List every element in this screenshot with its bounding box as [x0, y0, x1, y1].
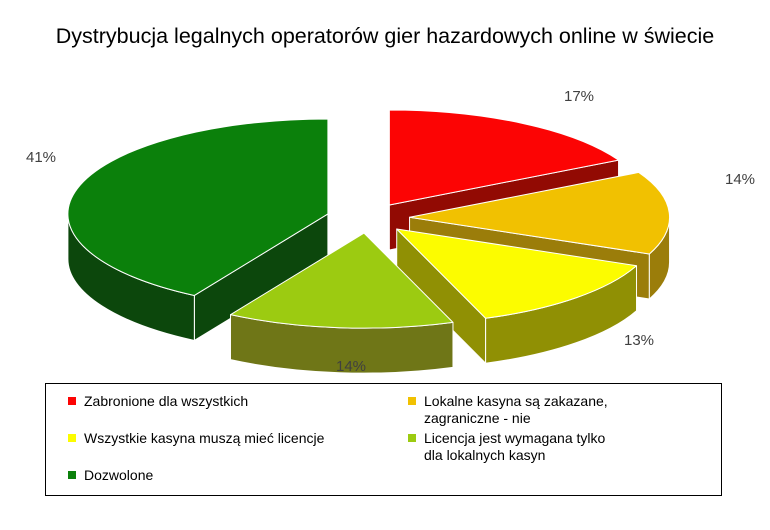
legend-item: Wszystkie kasyna muszą mieć licencje [68, 430, 408, 467]
legend-item-label: Dozwolone [84, 467, 154, 483]
legend-color-swatch [408, 434, 416, 442]
percent-label: 13% [624, 332, 654, 349]
percent-label: 14% [336, 358, 366, 375]
legend-color-swatch [68, 471, 76, 479]
legend-item-label: Wszystkie kasyna muszą mieć licencje [84, 430, 325, 446]
pie-slice-3 [229, 232, 454, 374]
legend-item: Dozwolone [68, 467, 408, 504]
legend-item: Lokalne kasyna są zakazane, zagraniczne … [408, 393, 721, 430]
percent-label: 41% [26, 149, 56, 166]
legend-item: Licencja jest wymagana tylko dla lokalny… [408, 430, 721, 467]
legend-item-label: Licencja jest wymagana tylko dla lokalny… [424, 430, 606, 463]
legend-item-label: Lokalne kasyna są zakazane, zagraniczne … [424, 393, 608, 426]
pie-slice-2 [396, 228, 638, 364]
pie-slice-4 [67, 118, 329, 341]
chart-legend: Zabronione dla wszystkich Lokalne kasyna… [45, 383, 722, 496]
legend-color-swatch [68, 434, 76, 442]
percent-label: 17% [564, 88, 594, 105]
percent-label: 14% [725, 171, 755, 188]
legend-item-label: Zabronione dla wszystkich [84, 393, 249, 409]
legend-color-swatch [68, 397, 76, 405]
legend-item: Zabronione dla wszystkich [68, 393, 408, 430]
legend-color-swatch [408, 397, 416, 405]
chart-title: Dystrybucja legalnych operatorów gier ha… [55, 24, 715, 48]
